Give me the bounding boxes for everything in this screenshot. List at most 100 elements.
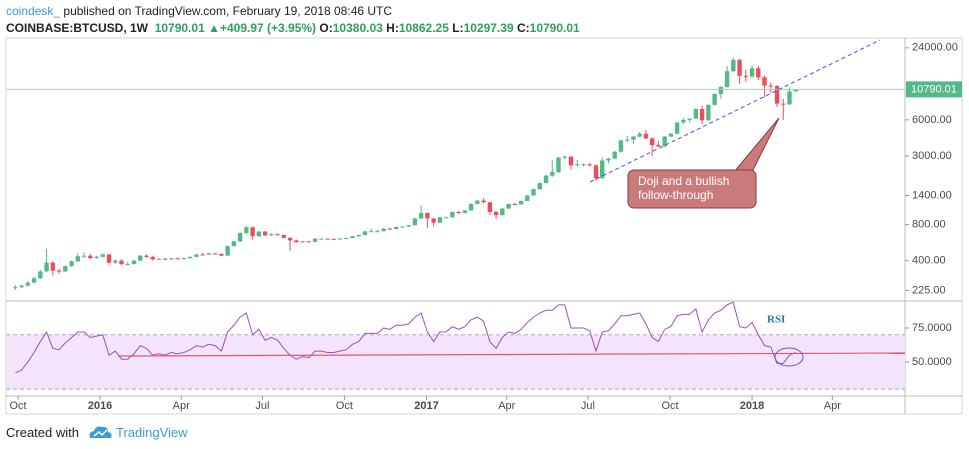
candle-body	[162, 258, 168, 260]
candle-body	[275, 234, 280, 236]
candle-body	[743, 75, 749, 77]
candle-body	[481, 200, 486, 203]
candle-body	[44, 262, 49, 272]
low: 10297.39	[463, 21, 514, 35]
candle-body	[237, 233, 243, 242]
candle-body	[187, 256, 193, 259]
trend-line	[589, 39, 881, 183]
candle-body	[250, 227, 255, 237]
candle-body	[600, 160, 605, 179]
high: 10862.25	[398, 21, 449, 35]
candle-body	[575, 164, 580, 166]
x-tick-label: Apr	[498, 400, 515, 412]
candle-body	[550, 172, 555, 176]
candle-body	[131, 260, 137, 264]
candle-body	[319, 238, 324, 240]
candle-body	[724, 71, 730, 87]
candle-body	[38, 271, 43, 279]
candle-body	[312, 238, 318, 242]
candle-body	[443, 217, 449, 219]
candle-body	[525, 195, 530, 201]
candle-body	[543, 175, 549, 184]
callout-pointer	[732, 117, 780, 173]
x-tick-label: Apr	[173, 400, 190, 412]
y-tick-label: 225.00	[912, 284, 946, 296]
candle-body	[731, 59, 736, 72]
logo	[89, 426, 112, 438]
candle-body	[518, 200, 524, 205]
candle-body	[462, 210, 468, 214]
candle-body	[793, 89, 798, 92]
header-line: COINBASE:BTCUSD, 1W 10790.01 ▲+409.97 (+…	[6, 21, 580, 35]
candle-body	[662, 136, 667, 147]
brand[interactable]: TradingView	[116, 425, 188, 440]
candle-body	[606, 158, 611, 161]
candle-body	[294, 240, 299, 243]
candle-body	[487, 202, 493, 212]
y-tick-label: 50.0000	[912, 356, 952, 368]
y-tick-label: 1400.00	[912, 189, 952, 201]
candle-body	[362, 231, 368, 235]
x-tick-label: Apr	[824, 400, 841, 412]
candle-body	[418, 213, 424, 219]
candle-body	[631, 136, 636, 140]
candle-body	[500, 208, 505, 216]
last-price-label: 10790.01	[911, 83, 957, 95]
candle-body	[425, 213, 430, 219]
candle-body	[612, 151, 617, 159]
candle-body	[506, 203, 511, 209]
candle-body	[181, 258, 187, 260]
candle-body	[781, 103, 786, 105]
candle-body	[13, 287, 18, 289]
candle-body	[300, 241, 305, 243]
candle-body	[762, 77, 767, 86]
candle-body	[431, 218, 436, 223]
candle-body	[262, 231, 268, 236]
callout-box	[627, 169, 757, 209]
candle-body	[706, 104, 711, 121]
candle-body	[244, 227, 249, 234]
candle-body	[712, 93, 717, 105]
candle-body	[637, 133, 642, 137]
candle-body	[749, 68, 755, 77]
candle-body	[113, 260, 118, 263]
candle-body	[593, 165, 599, 179]
symbol: COINBASE:BTCUSD, 1W	[6, 21, 149, 35]
candle-body	[219, 253, 224, 256]
candle-body	[369, 231, 374, 233]
close: 10790.01	[529, 21, 580, 35]
candle-body	[475, 200, 480, 204]
label: L:	[452, 21, 464, 35]
footer: Created with TradingView	[6, 425, 188, 440]
candle-body	[206, 253, 212, 255]
candle-body	[256, 231, 262, 237]
candle-body	[144, 255, 149, 257]
candle-body	[269, 234, 274, 236]
candle-body	[231, 241, 237, 246]
candle-body	[344, 238, 349, 240]
label: O:	[319, 21, 333, 35]
candle-body	[649, 138, 655, 146]
rsi-circle	[774, 347, 804, 367]
y-tick-label: 24000.00	[912, 42, 958, 54]
candle-body	[50, 262, 56, 271]
frame	[5, 37, 963, 415]
candle-body	[81, 255, 87, 257]
callout-text: follow-through	[638, 188, 713, 202]
candle-body	[412, 218, 418, 226]
x-tick-label: Jul	[255, 400, 269, 412]
x-tick-label: Jul	[581, 400, 595, 412]
y-tick-label: 6000.00	[912, 114, 952, 126]
candle-body	[381, 228, 386, 232]
y-tick-label: 3000.00	[912, 150, 952, 162]
candle-body	[512, 203, 518, 205]
x-tick-label: Oct	[661, 400, 678, 412]
candle-body	[674, 122, 680, 134]
candle-body	[624, 139, 630, 141]
candle-body	[387, 228, 393, 230]
candle-body	[531, 189, 536, 196]
candle-body	[25, 282, 31, 286]
created-with: Created with	[6, 425, 79, 440]
author: coindesk_	[6, 4, 61, 18]
